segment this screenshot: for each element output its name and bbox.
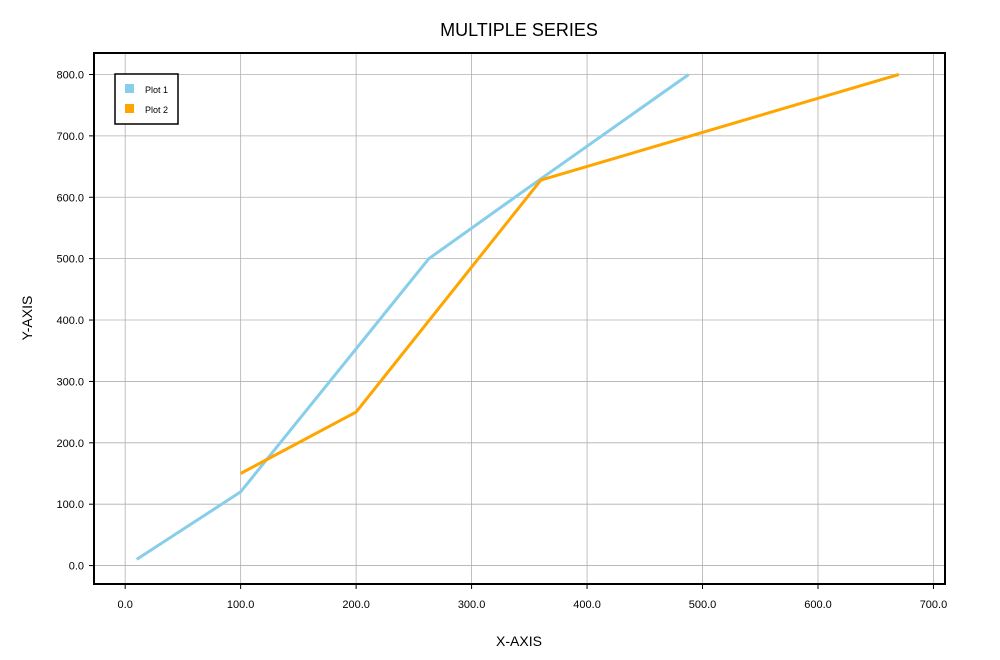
grid xyxy=(94,53,945,584)
chart-title: MULTIPLE SERIES xyxy=(440,20,598,40)
y-tick-label: 0.0 xyxy=(69,561,84,573)
x-tick-label: 400.0 xyxy=(573,599,601,611)
series-line-1 xyxy=(135,73,690,561)
x-tick-label: 700.0 xyxy=(920,599,948,611)
series-line-2 xyxy=(239,73,900,475)
y-tick-label: 100.0 xyxy=(56,499,84,511)
x-tick-label: 100.0 xyxy=(227,599,255,611)
legend-box xyxy=(114,73,179,125)
legend-swatch-plot-1 xyxy=(125,84,134,93)
plot-frame xyxy=(93,52,946,585)
y-tick-label: 300.0 xyxy=(56,376,84,388)
y-tick-label: 500.0 xyxy=(56,254,84,266)
y-axis-ticks: 0.0 100.0 200.0 300.0 400.0 500.0 600.0 700.0 80… xyxy=(56,69,94,573)
legend-label-plot-1: Plot 1 xyxy=(145,85,168,95)
y-tick-label: 400.0 xyxy=(56,315,84,327)
y-tick-label: 700.0 xyxy=(56,131,84,143)
x-tick-label: 500.0 xyxy=(689,599,717,611)
x-tick-label: 0.0 xyxy=(118,599,133,611)
legend-label-plot-2: Plot 2 xyxy=(145,105,168,115)
x-axis-ticks: 0.0 100.0 200.0 300.0 400.0 500.0 600.0 700.0 xyxy=(118,584,948,611)
legend: Plot 1 Plot 2 xyxy=(114,73,179,125)
x-tick-label: 200.0 xyxy=(342,599,370,611)
x-axis-label: X-AXIS xyxy=(496,633,542,649)
x-tick-label: 300.0 xyxy=(458,599,486,611)
series-layer xyxy=(135,73,900,561)
y-tick-label: 600.0 xyxy=(56,192,84,204)
y-axis-label: Y-AXIS xyxy=(19,296,35,341)
x-tick-label: 600.0 xyxy=(804,599,832,611)
y-tick-label: 800.0 xyxy=(56,69,84,81)
y-tick-label: 200.0 xyxy=(56,438,84,450)
legend-swatch-plot-2 xyxy=(125,104,134,113)
